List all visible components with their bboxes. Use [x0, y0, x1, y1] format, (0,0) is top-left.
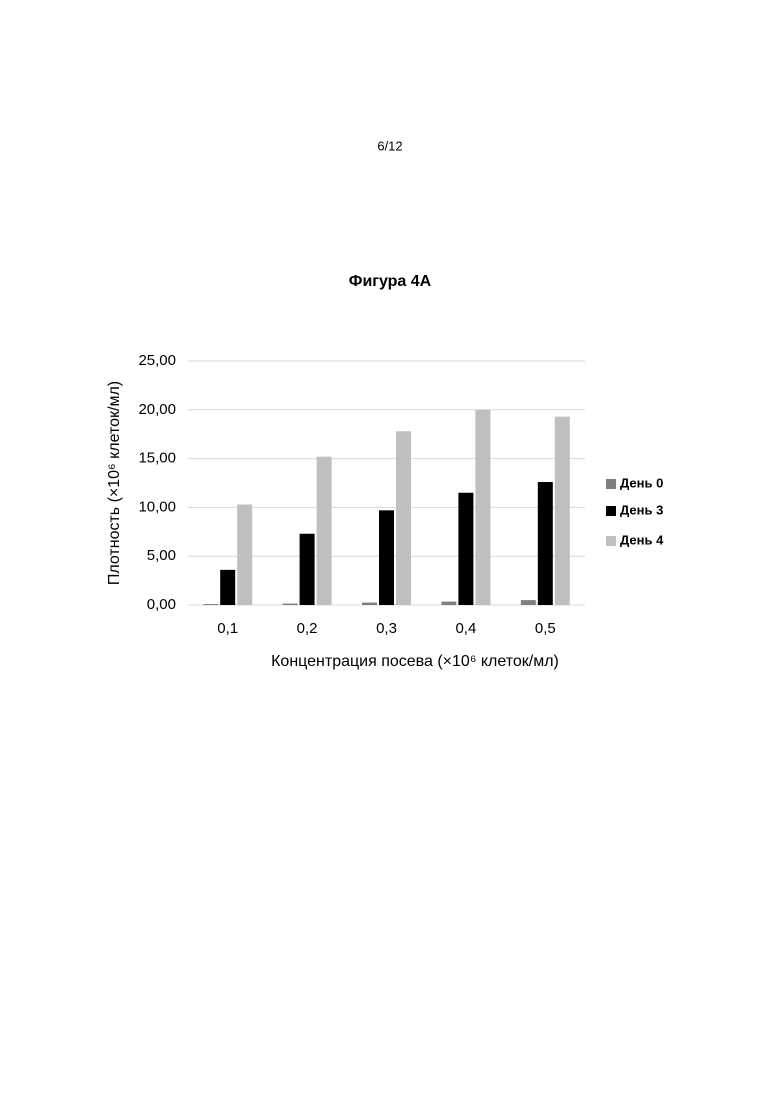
- page: 6/12 Фигура 4А Концентрация посева (×10⁶…: [0, 0, 780, 1103]
- y-tick-label: 5,00: [147, 547, 176, 564]
- bar: [396, 431, 411, 605]
- bar: [237, 504, 252, 605]
- bar: [458, 493, 473, 605]
- bar: [475, 410, 490, 605]
- bar: [317, 457, 332, 605]
- x-tick-label: 0,3: [376, 620, 397, 637]
- x-tick-label: 0,4: [455, 620, 476, 637]
- x-tick-label: 0,2: [297, 620, 318, 637]
- x-tick-label: 0,1: [217, 620, 238, 637]
- bar: [220, 570, 235, 605]
- bar: [362, 603, 377, 605]
- x-axis-label: Концентрация посева (×10⁶ клеток/мл): [271, 653, 559, 670]
- page-number: 6/12: [377, 138, 402, 153]
- legend-swatch: [606, 479, 616, 489]
- bar: [538, 482, 553, 605]
- bar: [521, 600, 536, 605]
- bar: [555, 417, 570, 605]
- bar: [300, 534, 315, 605]
- legend-label: День 3: [620, 502, 663, 517]
- y-tick-label: 10,00: [138, 498, 176, 515]
- legend-label: День 0: [620, 475, 663, 490]
- bar: [379, 510, 394, 605]
- bar: [283, 604, 298, 605]
- y-tick-label: 25,00: [138, 352, 176, 369]
- y-tick-label: 0,00: [147, 596, 176, 613]
- legend-swatch: [606, 506, 616, 516]
- y-tick-label: 20,00: [138, 401, 176, 418]
- bar: [441, 602, 456, 605]
- chart-title: Фигура 4А: [349, 273, 432, 290]
- legend-label: День 4: [620, 532, 664, 547]
- legend-swatch: [606, 536, 616, 546]
- bar: [203, 604, 218, 605]
- y-tick-label: 15,00: [138, 450, 176, 467]
- x-tick-label: 0,5: [535, 620, 556, 637]
- y-axis-label: Плотность (×10⁶ клеток/мл): [106, 381, 123, 585]
